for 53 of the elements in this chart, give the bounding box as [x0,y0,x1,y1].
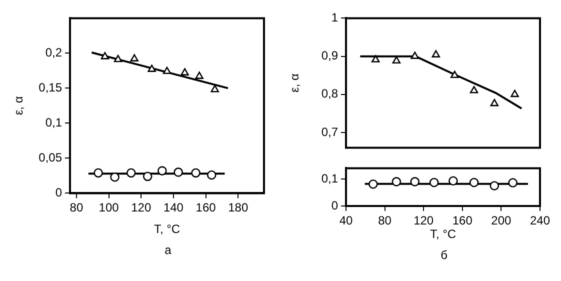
point [210,84,219,92]
x-tick-label: 160 [452,214,473,228]
point [371,55,380,62]
point [110,172,120,182]
point [470,86,478,94]
point [94,168,103,178]
point [174,168,183,177]
y-axis-title: ε, α [288,73,302,92]
point [126,168,136,178]
y-tick-label: 1 [331,10,338,25]
x-tick-label: 80 [378,214,392,228]
point [180,68,189,76]
x-axis-title: T, °C [154,222,180,236]
y-tick-label: 0,1 [321,171,338,186]
point [490,98,499,106]
point [114,54,122,62]
x-tick-label: 180 [228,200,248,215]
point [510,90,519,98]
point [195,72,204,79]
point [206,170,216,180]
point [100,52,110,60]
x-tick-label: 120 [131,200,152,215]
y-tick-label: 0,9 [321,48,338,63]
x-tick-label: 40 [339,214,353,228]
x-axis-title: T, °C [430,227,456,242]
y-tick-label: 0,15 [38,80,62,95]
y-axis-title: ε, α [12,96,26,116]
point [148,64,156,72]
x-tick-label: 160 [196,200,216,215]
y-tick-label: 0,7 [321,124,338,139]
point [191,168,200,178]
x-tick-label: 200 [491,214,512,228]
y-tick-label: 0,1 [45,116,62,130]
x-tick-label: 120 [414,214,434,228]
y-tick-label: 0,2 [45,46,62,60]
x-tick-label: 80 [70,200,84,215]
point [162,66,172,74]
x-tick-label: 140 [163,200,184,215]
point [130,54,138,62]
text: б [440,248,448,262]
point [450,70,459,78]
x-tick-label: 100 [98,200,120,215]
point [410,52,419,59]
point [142,172,152,182]
y-tick-label: 0 [55,186,62,200]
y-tick-label: 0 [331,198,338,212]
x-tick-label: 240 [530,214,550,228]
point [392,56,401,64]
point [158,166,167,176]
y-tick-label: 0,05 [38,150,62,165]
y-tick-label: 0,8 [321,86,338,101]
text: а [164,243,172,257]
point [432,50,440,58]
